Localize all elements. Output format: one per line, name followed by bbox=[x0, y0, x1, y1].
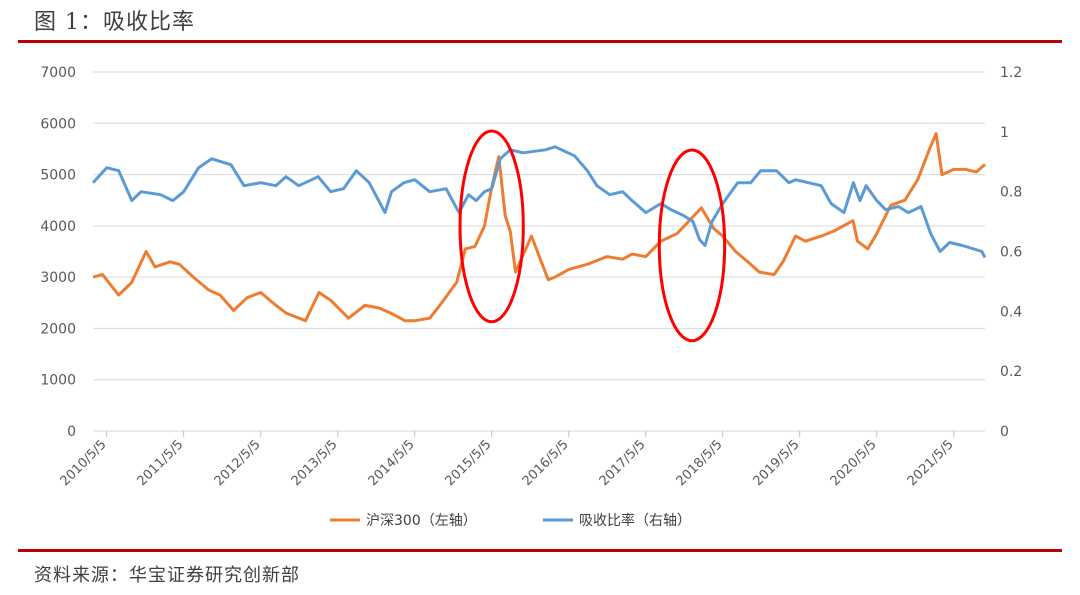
highlight-ellipse-1 bbox=[458, 129, 525, 324]
legend: 沪深300（左轴） 吸收比率（右轴） bbox=[330, 512, 691, 529]
x-tick-label: 2019/5/5 bbox=[751, 437, 803, 489]
x-tick-label: 2021/5/5 bbox=[905, 437, 957, 489]
gridlines bbox=[93, 71, 985, 432]
series-lines bbox=[91, 132, 987, 323]
legend-label-csi300: 沪深300（左轴） bbox=[366, 513, 477, 529]
left-tick-label: 3000 bbox=[40, 270, 76, 286]
left-tick-label: 4000 bbox=[40, 219, 76, 235]
highlight-ellipses bbox=[458, 129, 727, 343]
x-tick-label: 2018/5/5 bbox=[674, 437, 726, 489]
highlight-ellipse-2 bbox=[657, 148, 727, 343]
figure-title: 图 1：吸收比率 bbox=[34, 10, 195, 35]
source-note: 资料来源：华宝证券研究创新部 bbox=[34, 565, 300, 586]
left-tick-label: 2000 bbox=[40, 321, 76, 337]
footer-rule bbox=[18, 549, 1062, 552]
right-tick-label: 0.4 bbox=[1000, 304, 1022, 320]
right-tick-label: 0.2 bbox=[1000, 364, 1022, 380]
right-tick-label: 1 bbox=[1000, 125, 1009, 141]
x-tick-label: 2012/5/5 bbox=[212, 437, 264, 489]
left-tick-label: 1000 bbox=[40, 373, 76, 389]
x-tick-label: 2014/5/5 bbox=[366, 437, 418, 489]
title-rule bbox=[18, 40, 1062, 43]
x-tick-label: 2015/5/5 bbox=[443, 437, 495, 489]
x-tick-label: 2017/5/5 bbox=[597, 437, 649, 489]
right-tick-label: 0 bbox=[1000, 424, 1009, 440]
x-axis: 2010/5/5 2011/5/5 2012/5/5 2013/5/5 2014/5/5… bbox=[58, 431, 957, 489]
legend-label-absorption: 吸收比率（右轴） bbox=[579, 512, 691, 529]
x-tick-label: 2020/5/5 bbox=[828, 437, 880, 489]
left-tick-label: 0 bbox=[67, 424, 76, 440]
right-axis-ticks: 0 0.2 0.4 0.6 0.8 1 1.2 bbox=[1000, 65, 1022, 440]
right-tick-label: 1.2 bbox=[1000, 65, 1022, 81]
left-tick-label: 5000 bbox=[40, 168, 76, 184]
x-tick-label: 2016/5/5 bbox=[520, 437, 572, 489]
series-line-csi300 bbox=[92, 132, 987, 323]
x-tick-label: 2013/5/5 bbox=[289, 437, 341, 489]
x-tick-label: 2010/5/5 bbox=[58, 437, 110, 489]
left-axis-ticks: 0 1000 2000 3000 4000 5000 6000 7000 bbox=[40, 65, 76, 440]
absorption-ratio-chart: 0 1000 2000 3000 4000 5000 6000 7000 0 0.2 0.4 0.6… bbox=[40, 65, 1022, 529]
left-tick-label: 6000 bbox=[40, 116, 76, 132]
series-line-absorption-ratio bbox=[91, 145, 987, 259]
right-tick-label: 0.8 bbox=[1000, 185, 1022, 201]
right-tick-label: 0.6 bbox=[1000, 245, 1022, 261]
x-tick-label: 2011/5/5 bbox=[135, 437, 187, 489]
left-tick-label: 7000 bbox=[40, 65, 76, 81]
